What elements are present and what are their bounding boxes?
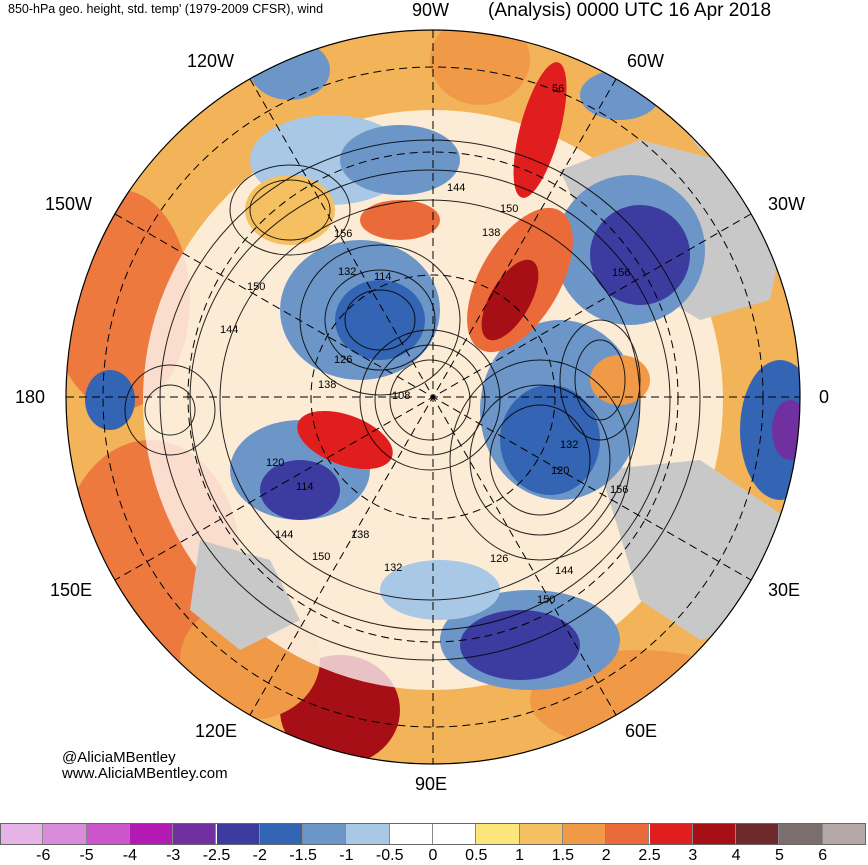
colorbar-label: -1.5 bbox=[289, 847, 317, 864]
contour-label: 150 bbox=[312, 551, 330, 563]
contour-label: 138 bbox=[482, 227, 500, 239]
colorbar-label: 1 bbox=[515, 847, 525, 864]
contour-label: 138 bbox=[318, 379, 336, 391]
map-field bbox=[66, 30, 800, 764]
colorbar-cell bbox=[433, 823, 477, 845]
contour-label: 150 bbox=[537, 594, 555, 606]
contour-label: 120 bbox=[551, 465, 569, 477]
colorbar-label: -4 bbox=[122, 847, 138, 864]
contour-label: 156 bbox=[334, 228, 352, 240]
lon-label-120e: 120E bbox=[195, 721, 238, 741]
lon-label-90w: 90W bbox=[412, 0, 450, 20]
contour-label: 150 bbox=[500, 203, 518, 215]
colorbar-cell bbox=[476, 823, 520, 845]
contour-label: 56 bbox=[552, 83, 564, 95]
meridians bbox=[66, 30, 800, 764]
colorbar-cell bbox=[303, 823, 347, 845]
contour-label: 126 bbox=[334, 354, 352, 366]
colorbar-cell bbox=[606, 823, 650, 845]
lon-label-30w: 30W bbox=[768, 194, 806, 214]
lon-label-150w: 150W bbox=[45, 194, 93, 214]
colorbar-label: -1 bbox=[339, 847, 354, 864]
colorbar-label: 5 bbox=[774, 847, 784, 864]
contour-label: 150 bbox=[247, 281, 265, 293]
contour-label: 144 bbox=[447, 182, 465, 194]
colorbar-label: 2 bbox=[601, 847, 611, 864]
colorbar-cell bbox=[736, 823, 780, 845]
colorbar-cell bbox=[216, 823, 260, 845]
colorbar-cell bbox=[779, 823, 823, 845]
contour-label: 120 bbox=[266, 457, 284, 469]
colorbar-cell bbox=[86, 823, 130, 845]
colorbar-label: 4 bbox=[731, 847, 741, 864]
colorbar-label: -5 bbox=[79, 847, 94, 864]
height-contours bbox=[124, 139, 701, 661]
colorbar-cell bbox=[259, 823, 304, 845]
contour-label: 144 bbox=[275, 529, 293, 541]
contour-label: 138 bbox=[351, 529, 369, 541]
colorbar-frame bbox=[0, 823, 866, 845]
colorbar-label: 0.5 bbox=[465, 847, 488, 864]
lon-label-60e: 60E bbox=[625, 721, 658, 741]
chart-title-left: 850-hPa geo. height, std. temp' (1979-20… bbox=[8, 2, 324, 16]
contour-label: 156 bbox=[610, 484, 628, 496]
lon-label-0: 0 bbox=[819, 387, 830, 407]
lon-label-120w: 120W bbox=[187, 51, 235, 71]
colorbar-label: 6 bbox=[818, 847, 828, 864]
colorbar-cell bbox=[562, 823, 607, 845]
colorbar-label: 3 bbox=[688, 847, 698, 864]
colorbar-label: -0.5 bbox=[375, 847, 404, 864]
lon-label-150e: 150E bbox=[50, 580, 93, 600]
contour-label: 132 bbox=[384, 562, 402, 574]
credit-handle: @AliciaMBentley bbox=[62, 749, 176, 766]
colorbar-cell bbox=[173, 823, 217, 845]
colorbar-cell bbox=[346, 823, 390, 845]
colorbar-cell bbox=[0, 823, 44, 845]
contour-label: 132 bbox=[560, 439, 578, 451]
contour-label: 144 bbox=[220, 324, 238, 336]
colorbar-cell bbox=[649, 823, 693, 845]
colorbar-label: 2.5 bbox=[638, 847, 661, 864]
colorbar-cell bbox=[43, 823, 87, 845]
contour-label: 114 bbox=[374, 271, 392, 283]
colorbar-cell bbox=[129, 823, 174, 845]
colorbar-cell bbox=[389, 823, 433, 845]
lon-label-30e: 30E bbox=[768, 580, 801, 600]
colorbar-label: 1.5 bbox=[551, 847, 575, 864]
colorbar-cell bbox=[692, 823, 737, 845]
contour-label-group: 56 144 150 156 138 156 132 114 150 144 1… bbox=[220, 83, 630, 606]
lon-label-180: 180 bbox=[15, 387, 46, 407]
colorbar-label: -2.5 bbox=[202, 847, 231, 864]
contour-label: 108 bbox=[392, 390, 410, 402]
lon-label-60w: 60W bbox=[627, 51, 665, 71]
lon-label-90e: 90E bbox=[415, 774, 448, 794]
contour-label: 132 bbox=[338, 266, 356, 278]
colorbar-label: -2 bbox=[252, 847, 267, 864]
map-border bbox=[65, 29, 801, 765]
colorbar-cell bbox=[519, 823, 563, 845]
colorbar-label: 0 bbox=[428, 847, 438, 864]
chart-title-right: (Analysis) 0000 UTC 16 Apr 2018 bbox=[488, 0, 772, 21]
contour-label: 144 bbox=[555, 565, 573, 577]
colorbar-label: -3 bbox=[166, 847, 181, 864]
credit-site: www.AliciaMBentley.com bbox=[62, 765, 228, 782]
contour-label: 126 bbox=[490, 553, 508, 565]
colorbar-label: -6 bbox=[36, 847, 51, 864]
contour-label: 156 bbox=[612, 267, 630, 279]
credit-block: @AliciaMBentley www.AliciaMBentley.com bbox=[62, 750, 228, 782]
contour-label: 114 bbox=[296, 481, 314, 493]
